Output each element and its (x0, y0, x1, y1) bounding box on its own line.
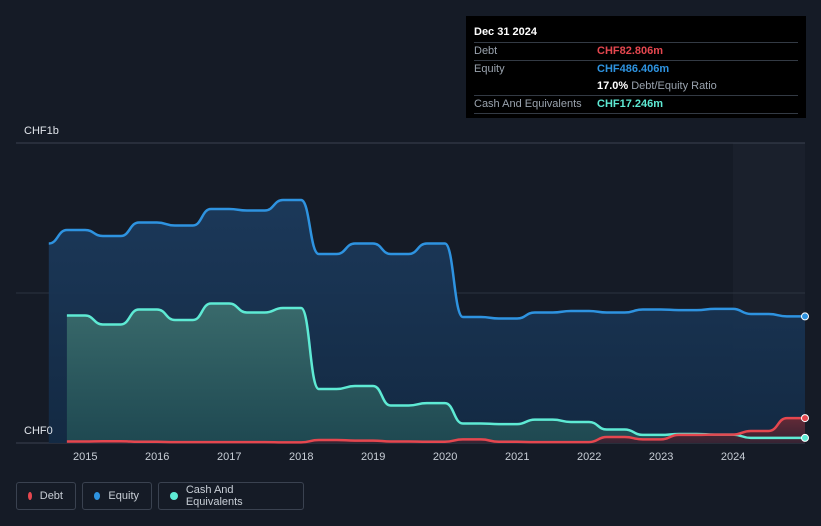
tooltip-debt-value: CHF82.806m (597, 45, 664, 57)
equity-end-dot (801, 312, 809, 321)
x-tick-label: 2020 (432, 451, 458, 463)
debt-line (66, 416, 805, 444)
tooltip-ratio-label: Debt/Equity Ratio (631, 80, 717, 92)
tooltip-panel: Dec 31 2024 Debt CHF82.806m Equity CHF48… (466, 16, 806, 118)
debt-area (66, 418, 805, 443)
tooltip-ratio-value: 17.0% (597, 80, 629, 92)
x-tick-label: 2015 (73, 451, 98, 463)
legend-cash[interactable]: Cash And Equivalents (158, 482, 304, 510)
x-tick-label: 2022 (576, 451, 602, 463)
legend-equity-label: Equity (108, 490, 139, 502)
legend-debt[interactable]: Debt (16, 482, 76, 510)
tooltip-cash-row: Cash And Equivalents CHF17.246m (474, 95, 798, 114)
equity-line (48, 198, 805, 320)
y-tick-label-zero: CHF0 (24, 425, 53, 437)
x-tick-label: 2023 (648, 451, 674, 463)
tooltip-cash-label: Cash And Equivalents (474, 98, 582, 110)
x-tick-label: 2016 (144, 451, 170, 463)
legend-equity-dot-icon (94, 492, 101, 500)
x-tick-label: 2024 (720, 451, 746, 463)
tooltip-equity-value: CHF486.406m (597, 63, 670, 75)
x-tick-label: 2017 (217, 451, 242, 463)
legend-debt-label: Debt (39, 490, 63, 502)
legend-debt-dot-icon (28, 492, 32, 500)
legend-cash-dot-icon (170, 492, 178, 500)
x-tick-label: 2021 (505, 451, 530, 463)
tooltip-date: Dec 31 2024 (474, 26, 537, 38)
tooltip-debt-label: Debt (474, 45, 498, 57)
debt-end-dot (801, 414, 809, 423)
tooltip-equity-label: Equity (474, 63, 505, 75)
cash-area (66, 303, 805, 443)
cash-end-dot (801, 433, 809, 442)
tooltip-ratio-spacer (474, 78, 597, 95)
tooltip-debt-row: Debt CHF82.806m (474, 42, 798, 60)
legend-cash-label: Cash And Equivalents (185, 484, 243, 508)
tooltip-cash-value: CHF17.246m (597, 98, 664, 110)
x-tick-label: 2018 (289, 451, 314, 463)
tooltip-ratio-row: 17.0% Debt/Equity Ratio (474, 78, 798, 95)
y-tick-label-top: CHF1b (24, 125, 59, 137)
legend-equity[interactable]: Equity (82, 482, 152, 510)
tooltip-equity-row: Equity CHF486.406m (474, 60, 798, 78)
x-tick-label: 2019 (360, 451, 386, 463)
